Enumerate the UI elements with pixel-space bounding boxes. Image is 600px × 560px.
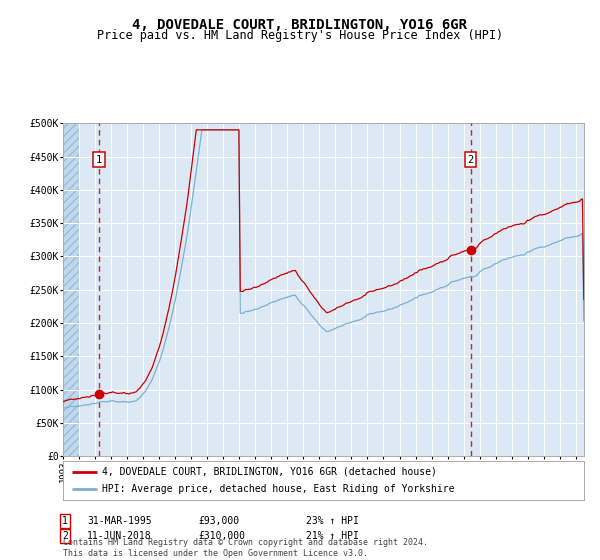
Text: 31-MAR-1995: 31-MAR-1995 [87,516,152,526]
Text: 21% ↑ HPI: 21% ↑ HPI [306,531,359,541]
Text: £93,000: £93,000 [198,516,239,526]
Text: 2: 2 [467,155,474,165]
Text: 2: 2 [62,531,68,541]
Text: 23% ↑ HPI: 23% ↑ HPI [306,516,359,526]
Text: 11-JUN-2018: 11-JUN-2018 [87,531,152,541]
Text: 1: 1 [62,516,68,526]
Text: 4, DOVEDALE COURT, BRIDLINGTON, YO16 6GR: 4, DOVEDALE COURT, BRIDLINGTON, YO16 6GR [133,18,467,32]
Text: 1: 1 [96,155,102,165]
Text: £310,000: £310,000 [198,531,245,541]
Text: Price paid vs. HM Land Registry's House Price Index (HPI): Price paid vs. HM Land Registry's House … [97,29,503,42]
Text: Contains HM Land Registry data © Crown copyright and database right 2024.
This d: Contains HM Land Registry data © Crown c… [63,538,428,558]
Text: 4, DOVEDALE COURT, BRIDLINGTON, YO16 6GR (detached house): 4, DOVEDALE COURT, BRIDLINGTON, YO16 6GR… [102,466,437,477]
Text: HPI: Average price, detached house, East Riding of Yorkshire: HPI: Average price, detached house, East… [102,484,455,494]
